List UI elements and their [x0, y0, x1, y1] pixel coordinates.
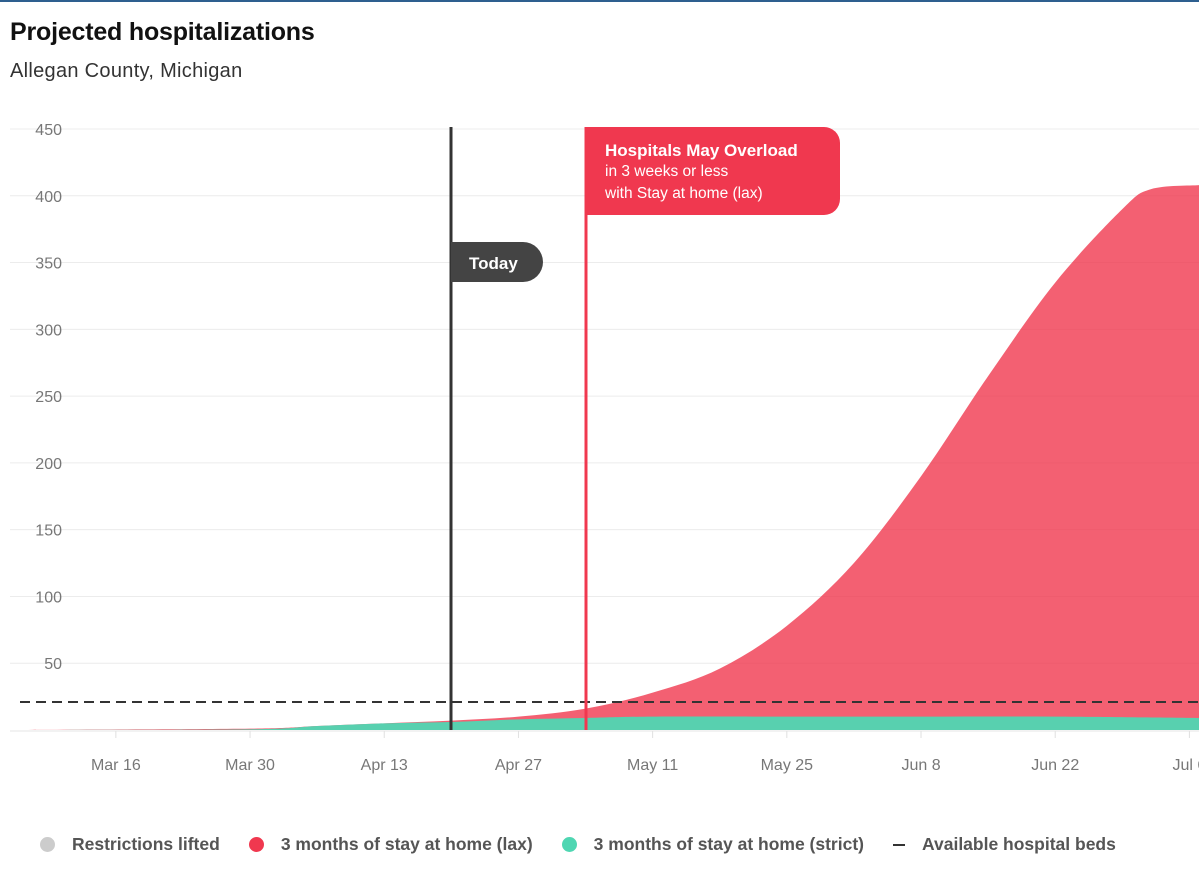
- overload-title: Hospitals May Overload: [605, 141, 798, 160]
- today-flag: [451, 242, 543, 282]
- y-tick-label: 50: [44, 656, 62, 673]
- x-tick-label: Jul 6: [1173, 757, 1199, 774]
- legend-item-stay-home-lax[interactable]: 3 months of stay at home (lax): [248, 834, 533, 855]
- x-tick-label: Mar 30: [225, 757, 275, 774]
- area-series-strict: [20, 716, 1199, 730]
- area-series-lax: [20, 185, 1199, 730]
- legend-label: Available hospital beds: [922, 834, 1116, 854]
- overload-text-line1: in 3 weeks or less: [605, 163, 728, 180]
- x-tick-label: Apr 13: [361, 757, 408, 774]
- y-tick-label: 200: [35, 456, 62, 473]
- chart-svg: 50 100 150 200 250 300 350 400 450 Mar 16 Mar 30 Ap…: [10, 122, 1199, 774]
- legend-dot-icon: [40, 837, 55, 852]
- chart-title: Projected hospitalizations: [10, 18, 315, 46]
- legend-dash-icon: [893, 843, 905, 846]
- x-tick-label: May 25: [761, 757, 814, 774]
- annotation-layer: Today Hospitals May Overload in 3 weeks …: [449, 127, 840, 730]
- legend-label: 3 months of stay at home (lax): [280, 834, 533, 854]
- legend-label: Restrictions lifted: [72, 834, 220, 854]
- overload-text-line2: with Stay at home (lax): [604, 185, 763, 202]
- chart-subtitle: Allegan County, Michigan: [10, 60, 243, 82]
- x-tick-label: Mar 16: [91, 757, 141, 774]
- x-tick-label: May 11: [627, 757, 678, 774]
- y-tick-label: 250: [35, 389, 62, 406]
- y-tick-label: 400: [35, 189, 62, 206]
- x-tick-label: Apr 27: [495, 757, 542, 774]
- overload-flag: [586, 127, 840, 215]
- top-border: [0, 0, 1199, 2]
- legend: Restrictions lifted 3 months of stay at …: [40, 834, 1116, 855]
- legend-item-restrictions-lifted[interactable]: Restrictions lifted: [40, 834, 220, 855]
- legend-label: 3 months of stay at home (strict): [593, 834, 864, 854]
- area-layer: [20, 185, 1199, 730]
- axis-layer: 50 100 150 200 250 300 350 400 450 Mar 16 Mar 30 Ap…: [35, 122, 1199, 774]
- y-tick-label: 450: [35, 122, 62, 139]
- x-tick-label: Jun 22: [1031, 757, 1079, 774]
- legend-item-stay-home-strict[interactable]: 3 months of stay at home (strict): [561, 834, 864, 855]
- y-tick-label: 100: [35, 589, 62, 606]
- x-tick-label: Jun 8: [901, 757, 940, 774]
- y-tick-label: 300: [35, 322, 62, 339]
- legend-dot-icon: [561, 837, 577, 852]
- legend-item-hospital-beds[interactable]: Available hospital beds: [893, 834, 1116, 855]
- y-tick-label: 350: [35, 256, 62, 273]
- y-tick-label: 150: [35, 523, 62, 540]
- legend-dot-icon: [248, 837, 264, 852]
- today-label: Today: [469, 254, 518, 273]
